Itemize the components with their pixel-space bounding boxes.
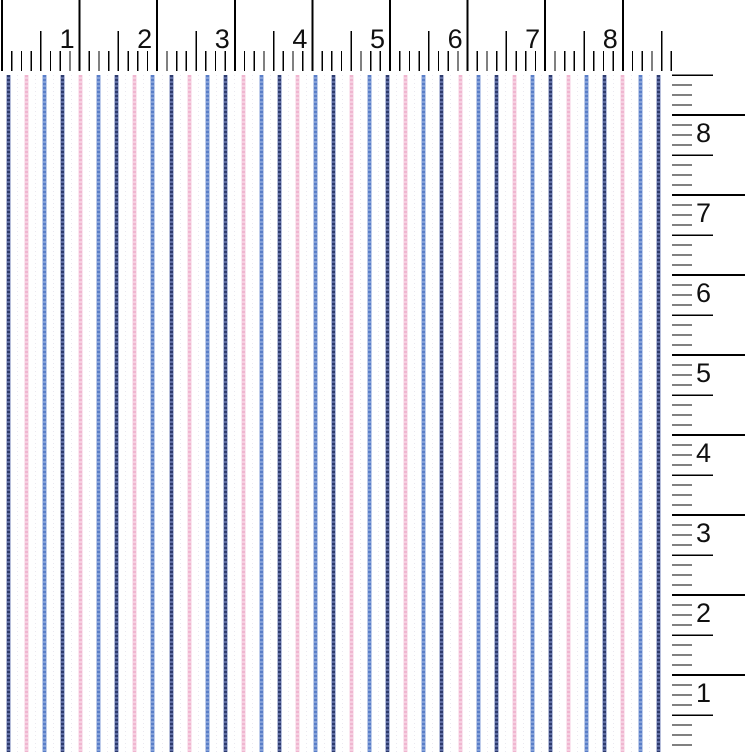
fabric-weave-dots: [342, 75, 344, 752]
fabric-stripe-pink: [566, 75, 570, 752]
fabric-stripe-blue: [584, 75, 588, 752]
right-ruler-number: 4: [696, 438, 711, 468]
fabric-stripe-blue: [368, 75, 372, 752]
fabric-weave-dots: [53, 75, 55, 752]
fabric-weave-dots: [613, 75, 614, 752]
fabric-weave-dots: [450, 75, 452, 752]
top-ruler-number: 4: [292, 24, 307, 54]
fabric-weave-dots: [414, 75, 416, 752]
fabric-stripe-navy: [277, 75, 281, 752]
right-ruler-number: 2: [696, 598, 711, 628]
fabric-stripe-navy: [548, 75, 552, 752]
fabric-stripe-navy: [7, 75, 10, 752]
fabric-weave-dots: [504, 75, 506, 752]
fabric-weave-dots: [143, 75, 145, 752]
right-ruler-number: 1: [696, 678, 711, 708]
fabric-weave-dots: [71, 75, 73, 752]
top-ruler-number: 2: [137, 24, 152, 54]
fabric-stripe-blue: [422, 75, 426, 752]
fabric-stripe-blue: [639, 75, 643, 752]
fabric-stripe-navy: [657, 75, 661, 752]
fabric-stripe-blue: [151, 75, 155, 752]
right-ruler-number: 7: [696, 198, 711, 228]
fabric-stripe-blue: [314, 75, 318, 752]
fabric-stripe-pink: [350, 75, 354, 752]
fabric-stripe-blue: [259, 75, 263, 752]
fabric-weave-dots: [486, 75, 488, 752]
fabric-weave-dots: [287, 75, 289, 752]
fabric-weave-dots: [558, 75, 560, 752]
fabric-weave-dots: [107, 75, 109, 752]
fabric-weave-dots: [468, 75, 470, 752]
fabric-stripe-navy: [386, 75, 390, 752]
fabric-stripe-navy: [169, 75, 173, 752]
fabric-stripe-pink: [458, 75, 462, 752]
fabric-stripe-blue: [476, 75, 480, 752]
fabric-weave-dots: [197, 75, 199, 752]
fabric-weave-dots: [305, 75, 307, 752]
top-ruler-number: 8: [603, 24, 618, 54]
fabric-swatch: [0, 75, 670, 752]
fabric-stripe-blue: [97, 75, 101, 752]
fabric-weave-dots: [179, 75, 181, 752]
fabric-stripe-blue: [43, 75, 47, 752]
top-ruler-number: 3: [215, 24, 230, 54]
fabric-stripe-pink: [187, 75, 191, 752]
top-ruler-number: 6: [448, 24, 463, 54]
fabric-weave-dots: [215, 75, 217, 752]
right-ruler-number: 3: [696, 518, 711, 548]
fabric-stripe-pink: [621, 75, 625, 752]
fabric-stripe-pink: [133, 75, 137, 752]
fabric-weave-dots: [396, 75, 398, 752]
right-ruler-number: 5: [696, 358, 711, 388]
fabric-weave-dots: [378, 75, 380, 752]
top-ruler-number: 7: [525, 24, 540, 54]
top-ruler-number: 5: [370, 24, 385, 54]
fabric-weave-dots: [233, 75, 235, 752]
fabric-stripe-pink: [512, 75, 516, 752]
fabric-weave-dots: [631, 75, 633, 752]
fabric-weave-dots: [125, 75, 127, 752]
fabric-stripe-pink: [404, 75, 408, 752]
fabric-weave-dots: [17, 75, 19, 752]
fabric-stripe-navy: [494, 75, 498, 752]
fabric-weave-dots: [35, 75, 37, 752]
fabric-stripe-navy: [332, 75, 336, 752]
fabric-stripe-navy: [61, 75, 65, 752]
fabric-weave-dots: [251, 75, 253, 752]
fabric-weave-dots: [594, 75, 596, 752]
fabric-stripe-navy: [223, 75, 227, 752]
fabric-weave-dots: [522, 75, 524, 752]
fabric-weave-dots: [432, 75, 434, 752]
fabric-weave-dots: [360, 75, 362, 752]
fabric-stripe-pink: [241, 75, 245, 752]
fabric-weave-dots: [161, 75, 163, 752]
fabric-stripe-pink: [295, 75, 299, 752]
top-ruler-number: 1: [60, 24, 75, 54]
fabric-weave-dots: [269, 75, 271, 752]
fabric-weave-dots: [649, 75, 651, 752]
right-ruler-number: 8: [696, 118, 711, 148]
right-ruler-number: 6: [696, 278, 711, 308]
fabric-weave-dots: [324, 75, 326, 752]
fabric-weave-dots: [576, 75, 578, 752]
fabric-weave-dots: [89, 75, 91, 752]
fabric-stripe-pink: [25, 75, 29, 752]
fabric-stripe-blue: [205, 75, 209, 752]
fabric-weave-dots: [540, 75, 542, 752]
fabric-stripe-blue: [530, 75, 534, 752]
fabric-stripe-navy: [115, 75, 119, 752]
fabric-stripe-pink: [79, 75, 83, 752]
fabric-stripe-navy: [440, 75, 444, 752]
fabric-stripe-navy: [602, 75, 606, 752]
